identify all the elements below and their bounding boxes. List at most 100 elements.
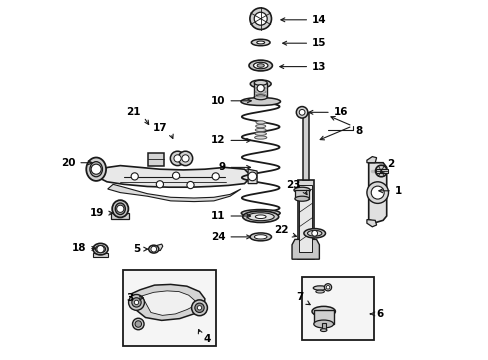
Circle shape (254, 12, 266, 25)
Ellipse shape (115, 203, 125, 215)
Circle shape (132, 318, 144, 330)
Circle shape (117, 205, 123, 212)
Text: 5: 5 (133, 244, 140, 254)
Circle shape (191, 300, 207, 316)
Ellipse shape (254, 80, 266, 85)
Bar (299, 185, 311, 252)
Ellipse shape (257, 64, 264, 67)
Ellipse shape (95, 246, 105, 253)
Circle shape (212, 173, 219, 180)
Text: 1: 1 (394, 186, 402, 196)
Text: 11: 11 (210, 211, 225, 221)
Circle shape (131, 173, 138, 180)
Text: 4: 4 (203, 334, 210, 344)
Ellipse shape (248, 60, 272, 71)
Bar (148, 153, 164, 166)
Text: 9: 9 (218, 162, 225, 172)
Polygon shape (368, 163, 386, 222)
Ellipse shape (313, 286, 326, 290)
Bar (111, 213, 129, 219)
Text: 19: 19 (89, 208, 104, 218)
Text: 3: 3 (126, 293, 133, 303)
Circle shape (174, 155, 181, 162)
Bar (302, 277, 373, 340)
Text: 13: 13 (311, 62, 326, 72)
Ellipse shape (303, 229, 325, 238)
Text: 17: 17 (153, 123, 167, 133)
Circle shape (249, 8, 271, 30)
Circle shape (197, 306, 201, 310)
Ellipse shape (148, 245, 159, 253)
Circle shape (97, 246, 104, 253)
Ellipse shape (93, 243, 108, 255)
Circle shape (375, 165, 386, 177)
Ellipse shape (255, 125, 265, 128)
Polygon shape (366, 220, 376, 227)
Circle shape (132, 298, 141, 307)
Circle shape (134, 300, 139, 305)
Ellipse shape (253, 62, 267, 69)
Bar (294, 190, 309, 199)
Text: 18: 18 (71, 243, 86, 253)
Ellipse shape (294, 196, 309, 201)
Text: 7: 7 (296, 292, 303, 302)
Ellipse shape (307, 230, 321, 236)
Bar (254, 83, 266, 97)
Ellipse shape (256, 41, 264, 44)
Polygon shape (366, 157, 376, 163)
Text: 14: 14 (311, 15, 326, 25)
Circle shape (178, 151, 192, 166)
Text: 16: 16 (333, 107, 347, 117)
Circle shape (247, 172, 256, 181)
Circle shape (156, 181, 163, 188)
Text: 6: 6 (375, 309, 383, 319)
Polygon shape (107, 184, 241, 202)
Text: 2: 2 (386, 159, 393, 169)
Text: 12: 12 (210, 135, 225, 145)
Circle shape (257, 85, 264, 92)
Text: 10: 10 (210, 96, 225, 106)
Circle shape (170, 151, 184, 166)
Circle shape (151, 246, 156, 252)
Circle shape (194, 303, 204, 312)
Polygon shape (151, 244, 163, 251)
Circle shape (172, 172, 179, 179)
Bar (375, 169, 387, 173)
Ellipse shape (256, 121, 265, 124)
Ellipse shape (86, 158, 106, 181)
Ellipse shape (311, 306, 335, 316)
Ellipse shape (293, 187, 309, 193)
Ellipse shape (254, 132, 266, 135)
Ellipse shape (254, 95, 266, 100)
Circle shape (325, 285, 329, 289)
Text: 23: 23 (286, 180, 301, 190)
Ellipse shape (90, 162, 102, 177)
Circle shape (324, 284, 331, 291)
Ellipse shape (320, 329, 326, 332)
Bar (313, 310, 333, 324)
Circle shape (182, 155, 189, 162)
Text: 24: 24 (210, 232, 225, 242)
Ellipse shape (254, 235, 266, 239)
Circle shape (366, 182, 387, 203)
Circle shape (311, 230, 317, 236)
Ellipse shape (255, 129, 265, 132)
Text: 22: 22 (273, 225, 288, 235)
Circle shape (91, 164, 101, 174)
Circle shape (128, 294, 144, 310)
Ellipse shape (241, 210, 280, 217)
Circle shape (135, 321, 141, 327)
Circle shape (299, 109, 305, 115)
Polygon shape (247, 169, 257, 184)
Ellipse shape (313, 320, 333, 328)
Ellipse shape (255, 215, 265, 219)
Circle shape (370, 186, 384, 199)
Ellipse shape (249, 233, 271, 241)
Polygon shape (142, 291, 194, 315)
Ellipse shape (242, 211, 278, 222)
Polygon shape (91, 166, 251, 187)
Text: 15: 15 (311, 38, 326, 48)
Polygon shape (132, 284, 204, 320)
Bar (297, 180, 313, 259)
Polygon shape (291, 239, 319, 259)
